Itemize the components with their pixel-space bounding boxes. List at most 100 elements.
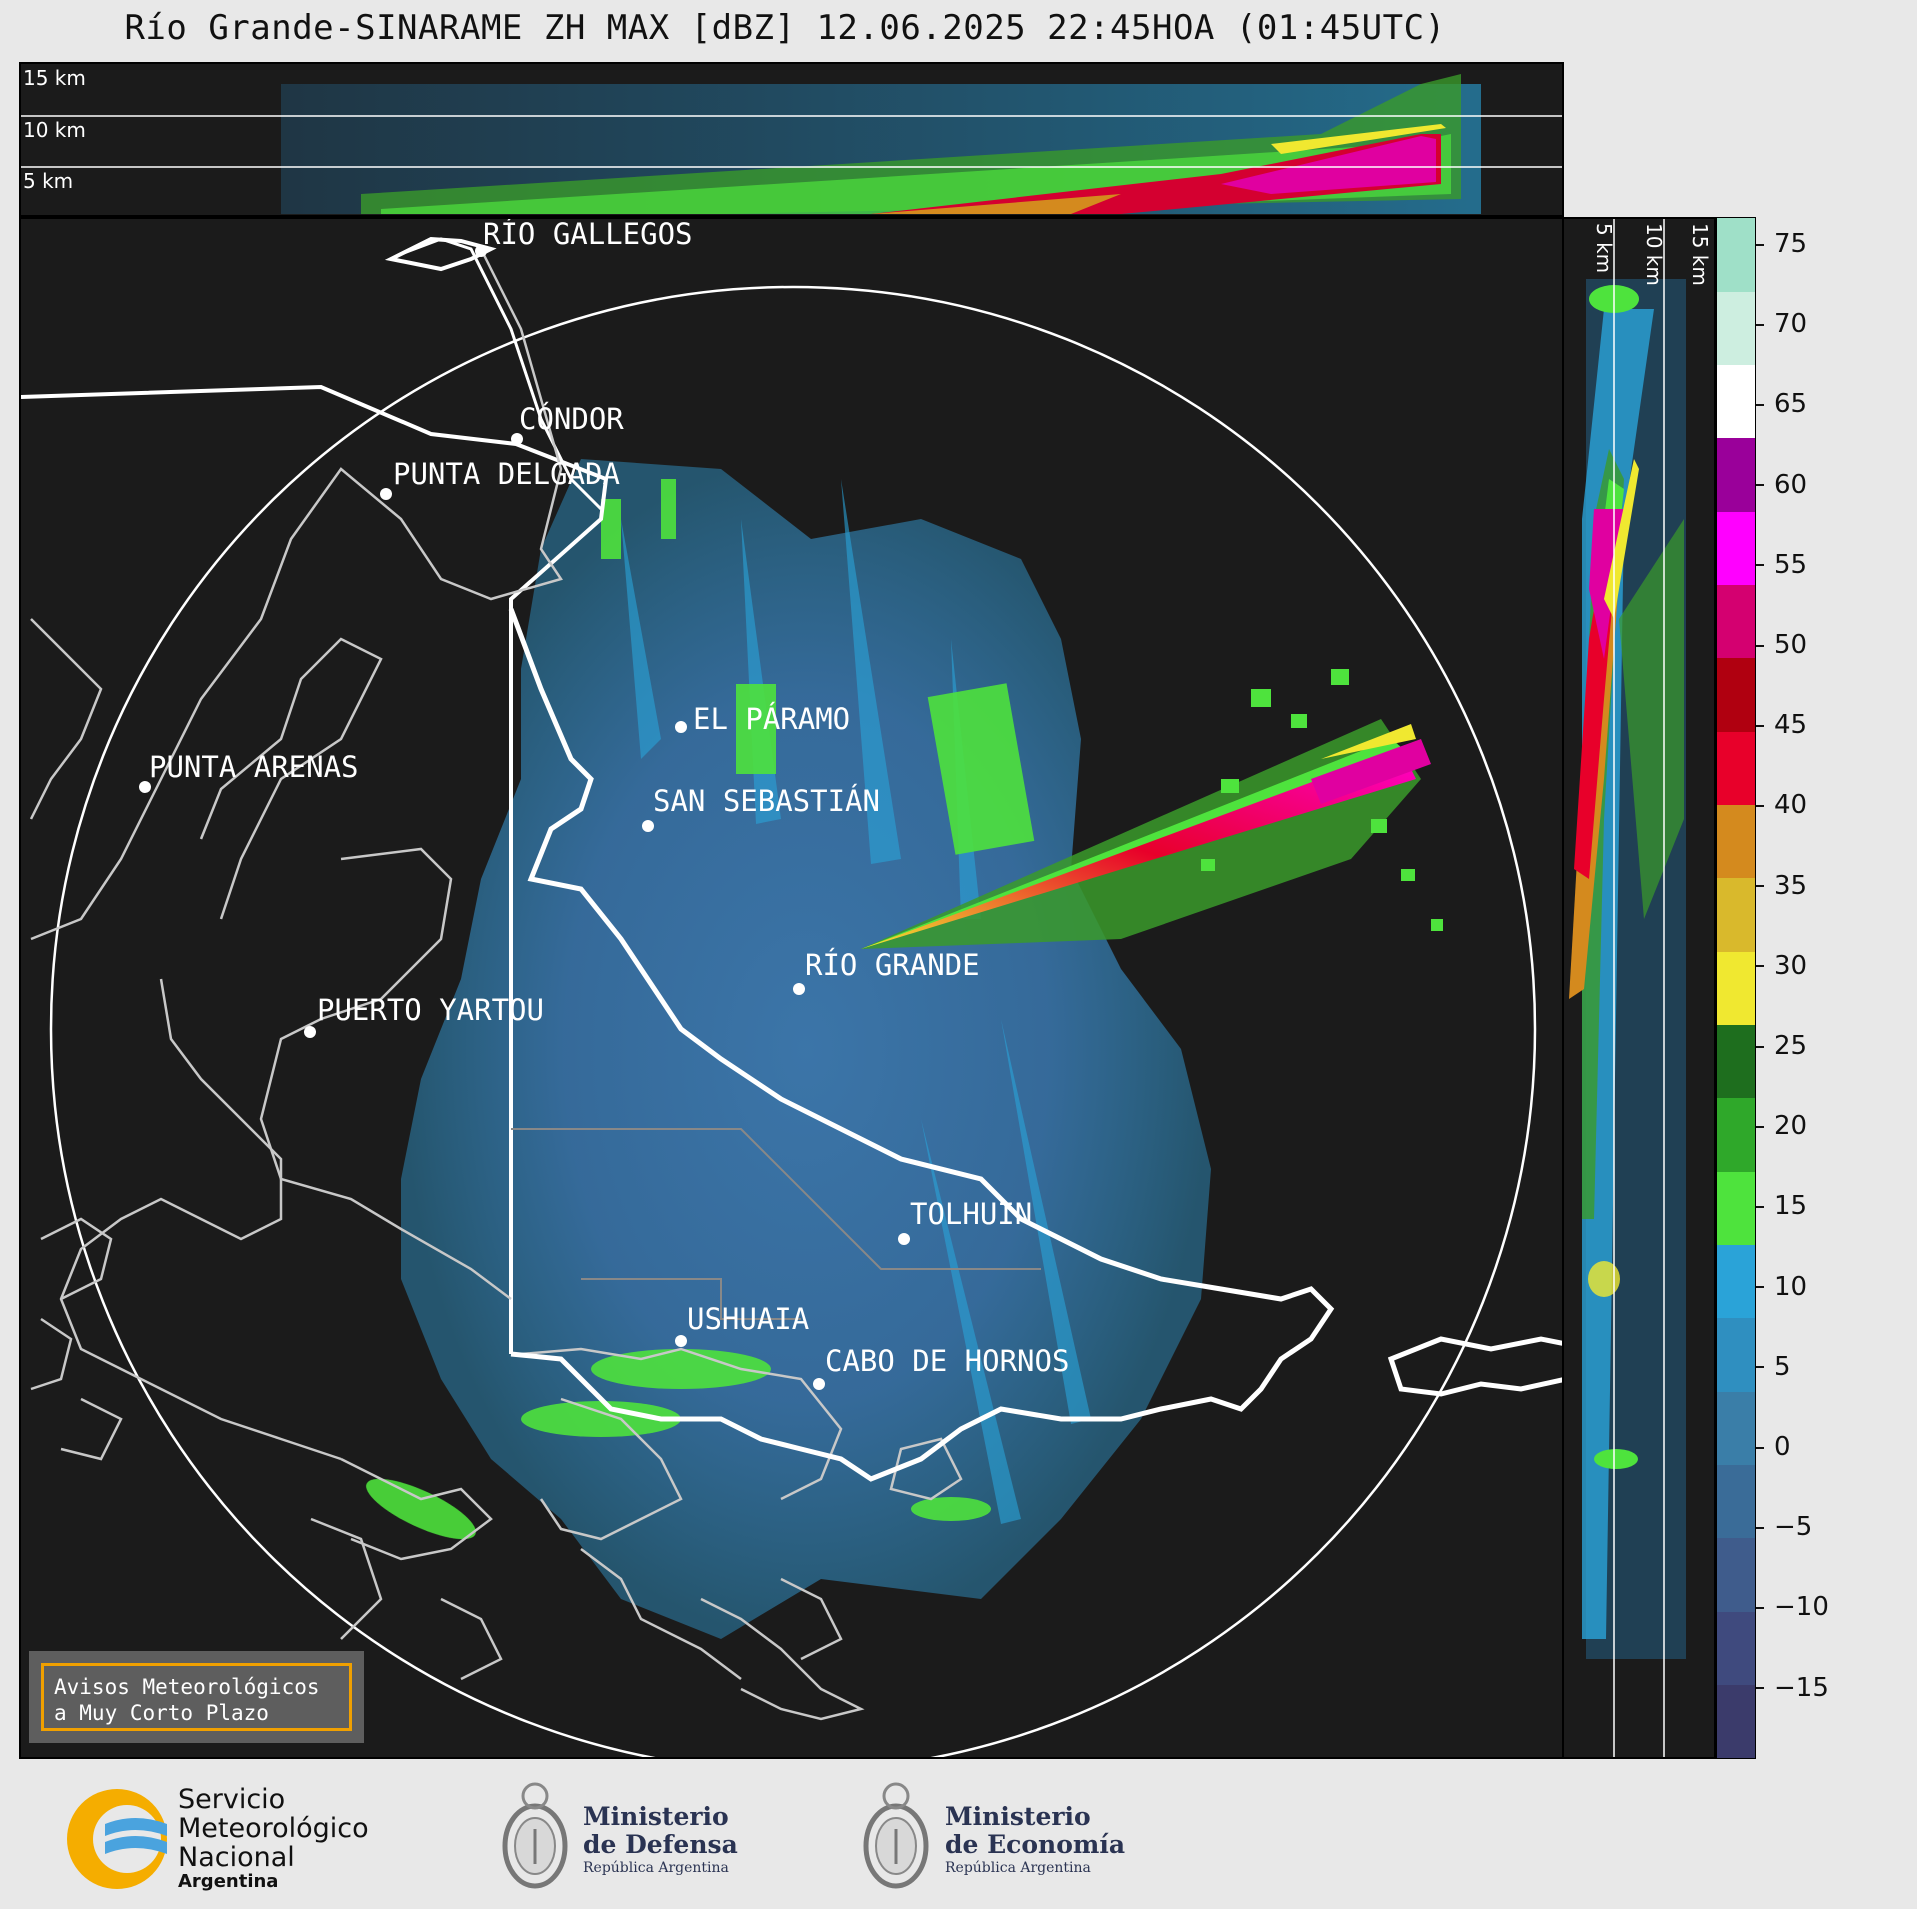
city-punta-arenas: PUNTA ARENAS xyxy=(139,750,359,793)
radar-echo-moderate xyxy=(366,479,1035,1540)
right-altitude-label: 10 km xyxy=(1642,223,1666,286)
avisos-box: Avisos Meteorológicos a Muy Corto Plazo xyxy=(29,1651,364,1743)
city-condor: CÓNDOR xyxy=(511,402,624,445)
province-lines xyxy=(511,1128,1041,1320)
escudo-defensa-icon xyxy=(502,1782,568,1889)
economia-line1: Ministerio xyxy=(945,1802,1091,1831)
escudo-economia-icon xyxy=(863,1782,929,1889)
city-tolhuin: TOLHUIN xyxy=(898,1197,1032,1245)
colorbar-band xyxy=(1717,1318,1755,1392)
city-punta-delgada: PUNTA DELGADA xyxy=(380,457,620,500)
smn-line1: Servicio xyxy=(178,1784,286,1815)
colorbar-tick-label: 25 xyxy=(1756,1031,1807,1061)
colorbar-tick-label: 20 xyxy=(1756,1111,1807,1141)
smn-line4: Argentina xyxy=(178,1871,279,1892)
city-rio-gallegos: RÍO GALLEGOS xyxy=(475,219,693,257)
colorbar-tick-label: 55 xyxy=(1756,550,1807,580)
avisos-line2: a Muy Corto Plazo xyxy=(54,1701,269,1725)
colorbar-tick-label: 5 xyxy=(1756,1352,1791,1382)
coastlines xyxy=(29,248,963,1721)
city-label: SAN SEBASTIÁN xyxy=(653,784,880,818)
colorbar-band xyxy=(1717,1538,1755,1612)
colorbar-band xyxy=(1717,1098,1755,1172)
colorbar-band xyxy=(1717,1171,1755,1246)
colorbar xyxy=(1716,217,1756,1759)
smn-line2: Meteorológico xyxy=(178,1813,369,1844)
colorbar-tick-label: 30 xyxy=(1756,951,1807,981)
isla-de-los-estados xyxy=(1387,1336,1562,1397)
city-label: CÓNDOR xyxy=(519,402,624,436)
city-el-paramo: EL PÁRAMO xyxy=(675,702,850,736)
city-label: PUNTA ARENAS xyxy=(149,750,359,784)
colorbar-tick-label: −15 xyxy=(1756,1673,1829,1703)
footer: Servicio Meteorológico Nacional Argentin… xyxy=(0,1759,1917,1909)
top-altitude-label: 10 km xyxy=(23,118,86,142)
colorbar-tick-label: 65 xyxy=(1756,389,1807,419)
colorbar-band xyxy=(1717,364,1755,439)
avisos-frame: Avisos Meteorológicos a Muy Corto Plazo xyxy=(41,1663,352,1731)
top-altitude-label: 15 km xyxy=(23,66,86,90)
right-altitude-label: 15 km xyxy=(1688,223,1712,286)
top-altitude-label: 5 km xyxy=(23,169,74,193)
right-altitude-label: 5 km xyxy=(1592,223,1616,274)
tdf-coastline xyxy=(508,608,1335,1482)
radar-beam-spike xyxy=(861,669,1443,949)
economia-line3: República Argentina xyxy=(945,1860,1091,1876)
city-label: PUNTA DELGADA xyxy=(393,457,620,491)
radar-range-ring xyxy=(49,285,1537,1757)
colorbar-band xyxy=(1717,658,1755,732)
colorbar-band xyxy=(1717,1244,1755,1319)
colorbar-band xyxy=(1717,1391,1755,1466)
radar-map-panel: RÍO GALLEGOS CÓNDOR PUNTA DELGADA EL PÁR… xyxy=(19,217,1564,1759)
colorbar-tick-label: 0 xyxy=(1756,1432,1791,1462)
map-title: Río Grande-SINARAME ZH MAX [dBZ] 12.06.2… xyxy=(124,8,1446,48)
colorbar-tick-label: 15 xyxy=(1756,1191,1807,1221)
city-label: CABO DE HORNOS xyxy=(825,1344,1069,1378)
city-rio-grande: RÍO GRANDE xyxy=(793,948,980,995)
radar-map: RÍO GALLEGOS CÓNDOR PUNTA DELGADA EL PÁR… xyxy=(21,219,1562,1757)
colorbar-ticks: 75 70 65 60 55 50 45 40 35 30 25 20 15 10 5 0 −5 −10 −15 xyxy=(1756,217,1836,1759)
right-cross-section-echoes xyxy=(1569,219,1686,1757)
economia-text: Ministerio de Economía República Argenti… xyxy=(945,1803,1125,1877)
colorbar-band xyxy=(1717,1611,1755,1686)
colorbar-band xyxy=(1717,584,1755,659)
city-label: RÍO GALLEGOS xyxy=(483,219,693,251)
colorbar-band xyxy=(1717,1684,1755,1758)
colorbar-tick-label: 75 xyxy=(1756,229,1807,259)
colorbar-tick-label: 50 xyxy=(1756,630,1807,660)
city-ushuaia: USHUAIA xyxy=(675,1302,809,1347)
colorbar-band xyxy=(1717,218,1755,292)
defensa-line3: República Argentina xyxy=(583,1860,729,1876)
smn-line3: Nacional xyxy=(178,1842,295,1873)
city-label: EL PÁRAMO xyxy=(693,702,850,736)
city-puerto-yartou: PUERTO YARTOU xyxy=(304,993,544,1038)
colorbar-tick-label: 10 xyxy=(1756,1272,1807,1302)
colorbar-tick-label: 40 xyxy=(1756,790,1807,820)
city-cabo-de-hornos: CABO DE HORNOS xyxy=(813,1344,1069,1390)
city-san-sebastian: SAN SEBASTIÁN xyxy=(642,784,880,832)
right-cross-section-panel: 5 km 10 km 15 km xyxy=(1564,217,1716,1759)
defensa-line2: de Defensa xyxy=(583,1830,738,1859)
colorbar-band xyxy=(1717,878,1755,952)
colorbar-band xyxy=(1717,1464,1755,1539)
colorbar-band xyxy=(1717,511,1755,586)
smn-text: Servicio Meteorológico Nacional Argentin… xyxy=(178,1785,369,1892)
top-cross-section-panel: 15 km 10 km 5 km xyxy=(19,62,1564,217)
city-markers: RÍO GALLEGOS CÓNDOR PUNTA DELGADA EL PÁR… xyxy=(139,219,1069,1390)
colorbar-tick-label: 45 xyxy=(1756,710,1807,740)
smn-logo-icon xyxy=(67,1789,167,1889)
city-label: PUERTO YARTOU xyxy=(317,993,544,1027)
colorbar-band xyxy=(1717,731,1755,806)
city-label: TOLHUIN xyxy=(910,1197,1032,1231)
colorbar-tick-label: −10 xyxy=(1756,1592,1829,1622)
colorbar-tick-label: 35 xyxy=(1756,871,1807,901)
city-label: USHUAIA xyxy=(687,1302,809,1336)
defensa-text: Ministerio de Defensa República Argentin… xyxy=(583,1803,738,1877)
colorbar-tick-label: −5 xyxy=(1756,1512,1812,1542)
top-cross-section-echoes xyxy=(21,74,1562,214)
city-label: RÍO GRANDE xyxy=(805,948,980,982)
colorbar-band xyxy=(1717,951,1755,1026)
avisos-line1: Avisos Meteorológicos xyxy=(54,1675,320,1699)
colorbar-band xyxy=(1717,291,1755,366)
colorbar-band xyxy=(1717,438,1755,512)
